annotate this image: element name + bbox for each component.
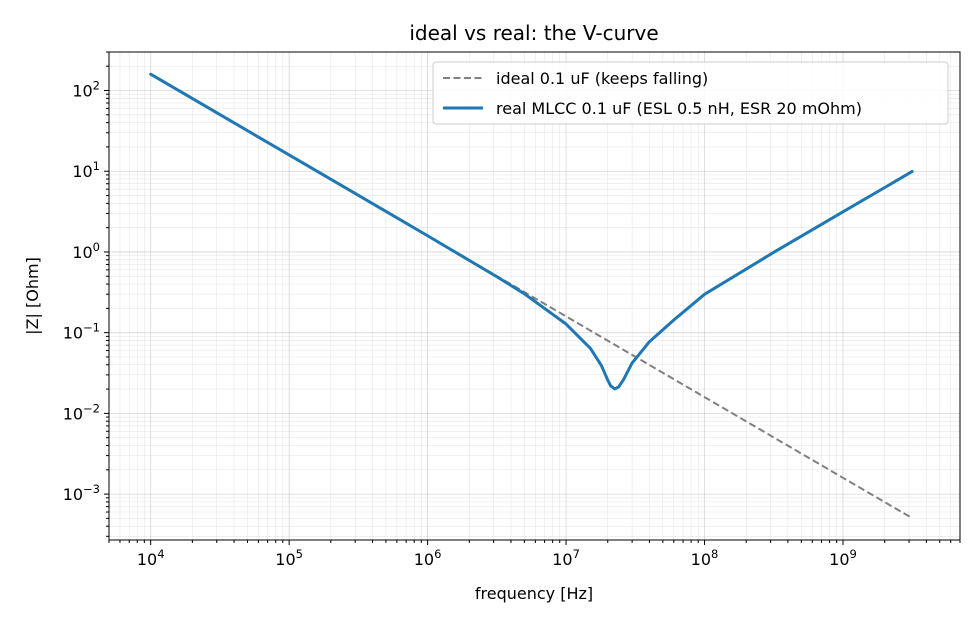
y-tick-label: 102 <box>72 79 100 101</box>
y-tick-label: 101 <box>72 159 100 181</box>
x-tick-label: 105 <box>275 547 303 569</box>
legend-label-2: real MLCC 0.1 uF (ESL 0.5 nH, ESR 20 mOh… <box>496 99 862 118</box>
y-tick-label: 10−3 <box>63 482 100 504</box>
y-tick-label: 10−2 <box>63 401 100 423</box>
chart-title: ideal vs real: the V-curve <box>409 21 658 45</box>
series-line-2 <box>149 72 914 391</box>
x-tick-label: 108 <box>691 547 719 569</box>
x-axis: 104 105 106 107 108 109 <box>108 540 961 569</box>
x-tick-label: 107 <box>552 547 580 569</box>
y-axis: 10−3 10−2 10−1 100 101 102 <box>63 51 109 537</box>
x-axis-label: frequency [Hz] <box>475 584 593 603</box>
y-tick-label: 10−1 <box>63 321 100 343</box>
x-tick-label: 109 <box>829 547 857 569</box>
y-tick-label: 100 <box>72 240 100 262</box>
legend-label-1: ideal 0.1 uF (keeps falling) <box>496 69 708 88</box>
series-layer <box>149 72 914 520</box>
x-tick-label: 106 <box>414 547 442 569</box>
legend: ideal 0.1 uF (keeps falling) real MLCC 0.… <box>432 61 949 125</box>
grid <box>108 51 961 540</box>
x-tick-label: 104 <box>137 547 165 569</box>
y-axis-label: |Z| [Ohm] <box>23 257 42 335</box>
legend-box <box>432 61 949 125</box>
plot-frame <box>108 51 961 541</box>
